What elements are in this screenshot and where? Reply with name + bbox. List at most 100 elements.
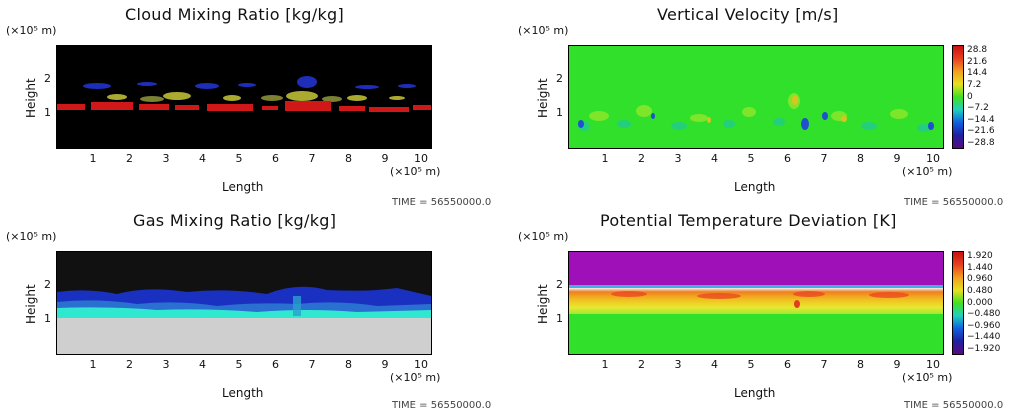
colorbar-tick-label: 0.960 bbox=[967, 274, 993, 285]
colorbar bbox=[952, 251, 964, 355]
x-tick-label: 4 bbox=[199, 358, 207, 371]
y-axis-label: Height bbox=[24, 78, 38, 118]
chart-title: Potential Temperature Deviation [K] bbox=[600, 211, 897, 230]
colorbar-tick-label: −28.8 bbox=[967, 138, 995, 148]
y-tick-label: 1 bbox=[44, 106, 51, 119]
x-tick-label: 1 bbox=[601, 358, 609, 371]
x-tick-label: 2 bbox=[638, 152, 645, 165]
colorbar-tick-labels: 28.8 21.6 14.4 7.2 0 −7.2 −14.4 −21.6 −28.8 bbox=[967, 45, 1017, 149]
x-tick-label: 7 bbox=[308, 358, 316, 371]
velocity-field bbox=[569, 46, 943, 148]
x-tick-label: 8 bbox=[345, 152, 353, 165]
temperature-field bbox=[569, 252, 943, 354]
y-unit-label: (×10⁵ m) bbox=[518, 230, 569, 243]
x-tick-label: 6 bbox=[272, 152, 280, 165]
x-tick-label: 1 bbox=[89, 358, 97, 371]
x-axis-label: Length bbox=[222, 180, 264, 194]
plot-area bbox=[56, 45, 432, 149]
colorbar-tick-label: −0.480 bbox=[967, 309, 1001, 320]
x-axis-label: Length bbox=[222, 386, 264, 400]
colorbar-tick-label: −0.960 bbox=[967, 320, 1001, 331]
x-unit-label: (×10⁵ m) bbox=[390, 165, 441, 178]
plot-area bbox=[56, 251, 432, 355]
x-tick-label: 3 bbox=[162, 152, 170, 165]
y-tick-label: 1 bbox=[44, 312, 51, 325]
colorbar-tick-label: 0.000 bbox=[967, 297, 993, 308]
colorbar bbox=[952, 45, 964, 149]
colorbar-tick-label: 21.6 bbox=[967, 56, 988, 67]
x-tick-label: 8 bbox=[857, 152, 865, 165]
x-unit-label: (×10⁵ m) bbox=[390, 371, 441, 384]
x-tick-label: 10 bbox=[926, 152, 941, 165]
x-tick-label: 8 bbox=[857, 358, 865, 371]
x-tick-label: 2 bbox=[126, 358, 133, 371]
x-tick-label: 10 bbox=[926, 358, 941, 371]
x-tick-label: 7 bbox=[820, 152, 828, 165]
x-tick-label: 6 bbox=[272, 358, 280, 371]
x-tick-label: 4 bbox=[199, 152, 207, 165]
y-tick-label: 2 bbox=[556, 278, 563, 291]
chart-title: Gas Mixing Ratio [kg/kg] bbox=[133, 211, 337, 230]
x-tick-label: 5 bbox=[235, 152, 243, 165]
x-tick-label: 6 bbox=[784, 358, 792, 371]
x-tick-label: 6 bbox=[784, 152, 792, 165]
time-label: TIME = 56550000.0 bbox=[904, 400, 1004, 411]
x-tick-label: 9 bbox=[381, 358, 389, 371]
chart-title: Vertical Velocity [m/s] bbox=[657, 5, 839, 24]
x-tick-label: 7 bbox=[820, 358, 828, 371]
x-tick-label: 5 bbox=[235, 358, 243, 371]
gas-field bbox=[57, 252, 431, 354]
colorbar-tick-label: 7.2 bbox=[967, 79, 982, 90]
colorbar-tick-label: −1.440 bbox=[967, 332, 1001, 343]
vertical-velocity-panel: Vertical Velocity [m/s] (×10⁵ m) Height bbox=[512, 0, 1024, 208]
x-unit-label: (×10⁵ m) bbox=[902, 371, 953, 384]
time-label: TIME = 56550000.0 bbox=[392, 197, 492, 208]
x-tick-label: 1 bbox=[601, 152, 609, 165]
time-label: TIME = 56550000.0 bbox=[904, 197, 1004, 208]
chart-title: Cloud Mixing Ratio [kg/kg] bbox=[125, 5, 345, 24]
x-tick-label: 5 bbox=[747, 358, 755, 371]
gas-mixing-ratio-panel: Gas Mixing Ratio [kg/kg] (×10⁵ m) Height… bbox=[0, 206, 512, 412]
plot-area bbox=[568, 45, 944, 149]
colorbar-tick-label: −21.6 bbox=[967, 126, 995, 137]
y-tick-label: 1 bbox=[556, 106, 563, 119]
x-tick-labels: 1 2 3 4 5 6 7 8 9 10 bbox=[568, 152, 944, 166]
x-axis-label: Length bbox=[734, 386, 776, 400]
time-label: TIME = 56550000.0 bbox=[392, 400, 492, 411]
x-tick-label: 3 bbox=[674, 358, 682, 371]
x-tick-label: 1 bbox=[89, 152, 97, 165]
colorbar-tick-labels: 1.920 1.440 0.960 0.480 0.000 −0.480 −0.960 −1.… bbox=[967, 251, 1017, 355]
colorbar-tick-label: −7.2 bbox=[967, 103, 989, 114]
cloud-field bbox=[57, 46, 431, 148]
x-tick-label: 10 bbox=[414, 358, 429, 371]
cloud-mixing-ratio-panel: Cloud Mixing Ratio [kg/kg] (×10⁵ m) Heig… bbox=[0, 0, 512, 208]
colorbar-tick-label: 28.8 bbox=[967, 45, 988, 55]
x-tick-label: 4 bbox=[711, 358, 719, 371]
y-axis-label: Height bbox=[536, 78, 550, 118]
x-tick-label: 3 bbox=[674, 152, 682, 165]
y-axis-label: Height bbox=[536, 284, 550, 324]
colorbar-tick-label: 1.920 bbox=[967, 251, 993, 261]
x-tick-label: 8 bbox=[345, 358, 353, 371]
x-tick-labels: 1 2 3 4 5 6 7 8 9 10 bbox=[56, 358, 432, 372]
colorbar-tick-label: −14.4 bbox=[967, 114, 995, 125]
colorbar-tick-label: 0 bbox=[967, 91, 973, 102]
x-tick-label: 10 bbox=[414, 152, 429, 165]
x-unit-label: (×10⁵ m) bbox=[902, 165, 953, 178]
x-tick-label: 9 bbox=[893, 358, 901, 371]
plot-area bbox=[568, 251, 944, 355]
x-tick-label: 2 bbox=[638, 358, 645, 371]
x-tick-label: 9 bbox=[381, 152, 389, 165]
y-unit-label: (×10⁵ m) bbox=[518, 24, 569, 37]
x-tick-label: 9 bbox=[893, 152, 901, 165]
x-tick-labels: 1 2 3 4 5 6 7 8 9 10 bbox=[56, 152, 432, 166]
colorbar-tick-label: 0.480 bbox=[967, 285, 993, 296]
x-tick-label: 2 bbox=[126, 152, 133, 165]
y-tick-label: 2 bbox=[44, 278, 51, 291]
colorbar-tick-label: 14.4 bbox=[967, 68, 988, 79]
y-tick-label: 2 bbox=[44, 72, 51, 85]
y-unit-label: (×10⁵ m) bbox=[6, 24, 57, 37]
colorbar-tick-label: −1.920 bbox=[967, 344, 1001, 354]
colorbar-tick-label: 1.440 bbox=[967, 262, 993, 273]
y-unit-label: (×10⁵ m) bbox=[6, 230, 57, 243]
